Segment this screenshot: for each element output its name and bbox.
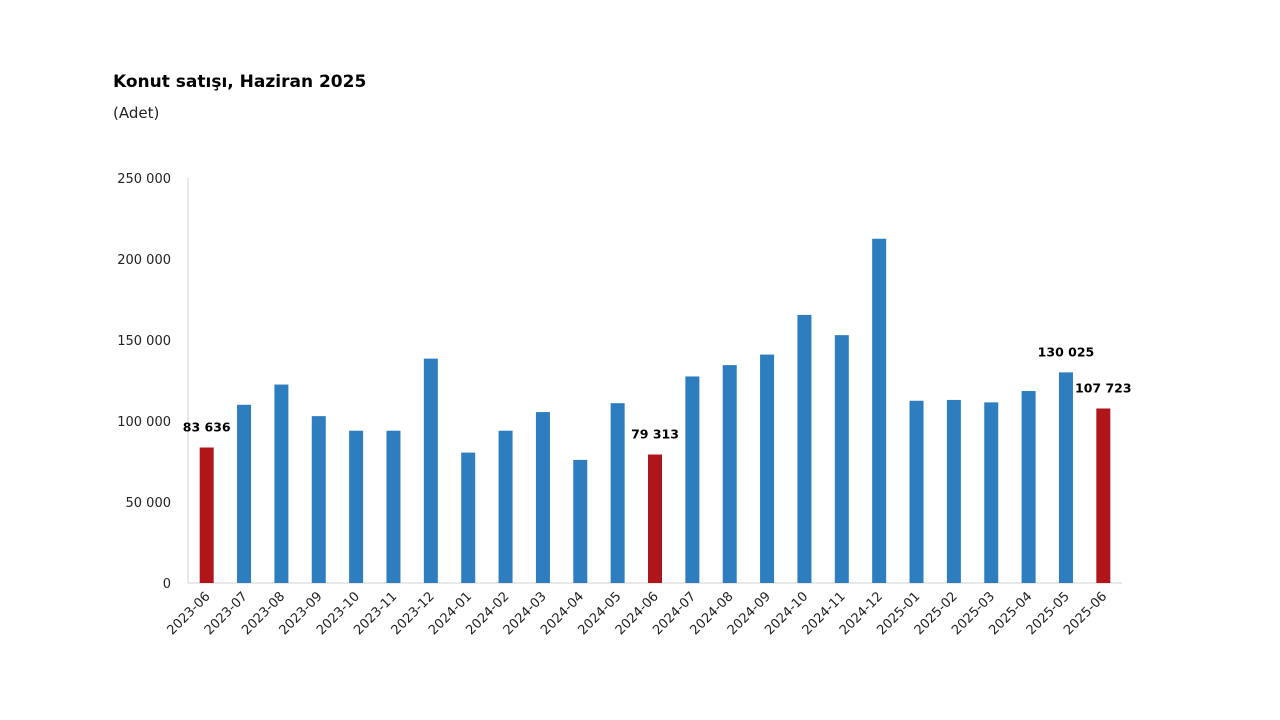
y-tick-label: 0 bbox=[163, 577, 171, 592]
chart-subtitle: (Adet) bbox=[113, 104, 160, 122]
y-tick-label: 50 000 bbox=[126, 496, 172, 511]
bar-2023-12 bbox=[423, 358, 438, 583]
bar-2025-03 bbox=[984, 402, 999, 583]
bar-2023-10 bbox=[349, 430, 364, 583]
bar-2025-06 bbox=[1096, 408, 1111, 583]
bar-2023-08 bbox=[274, 384, 289, 583]
y-tick-label: 250 000 bbox=[117, 172, 171, 187]
bar-2024-02 bbox=[498, 430, 513, 583]
bar-2023-07 bbox=[237, 404, 252, 583]
bar-2024-08 bbox=[722, 365, 737, 583]
bar-2024-10 bbox=[797, 314, 812, 583]
x-axis-ticks: 2023-062023-072023-082023-092023-102023-… bbox=[164, 589, 1110, 638]
bar-2024-07 bbox=[685, 376, 700, 583]
bar-2025-01 bbox=[909, 400, 924, 583]
bar-2024-09 bbox=[760, 354, 775, 583]
bar-2025-04 bbox=[1021, 391, 1036, 583]
data-labels: 83 636 79 313 130 025 107 723 bbox=[183, 344, 1132, 441]
y-tick-label: 100 000 bbox=[117, 415, 171, 430]
bar-2024-03 bbox=[535, 412, 550, 583]
bars bbox=[199, 238, 1111, 583]
data-label: 130 025 bbox=[1038, 344, 1095, 359]
bar-2024-01 bbox=[461, 452, 476, 583]
bar-2025-02 bbox=[946, 399, 961, 583]
bar-2024-04 bbox=[573, 459, 588, 583]
bar-2023-09 bbox=[311, 416, 326, 583]
bar-2024-06 bbox=[648, 454, 662, 583]
y-tick-label: 150 000 bbox=[117, 334, 171, 349]
bar-2024-12 bbox=[872, 238, 887, 583]
bar-2024-05 bbox=[610, 403, 625, 583]
bar-2023-11 bbox=[386, 430, 401, 583]
bar-2024-11 bbox=[834, 335, 849, 583]
data-label: 107 723 bbox=[1075, 380, 1132, 395]
y-axis-ticks: 0 50 000 100 000 150 000 200 000 250 000 bbox=[117, 172, 171, 592]
data-label: 83 636 bbox=[183, 420, 231, 435]
chart-title: Konut satışı, Haziran 2025 bbox=[113, 72, 367, 92]
bar-2025-05 bbox=[1058, 372, 1073, 583]
data-label: 79 313 bbox=[631, 427, 679, 442]
y-tick-label: 200 000 bbox=[117, 253, 171, 268]
bar-2023-06 bbox=[199, 447, 214, 583]
